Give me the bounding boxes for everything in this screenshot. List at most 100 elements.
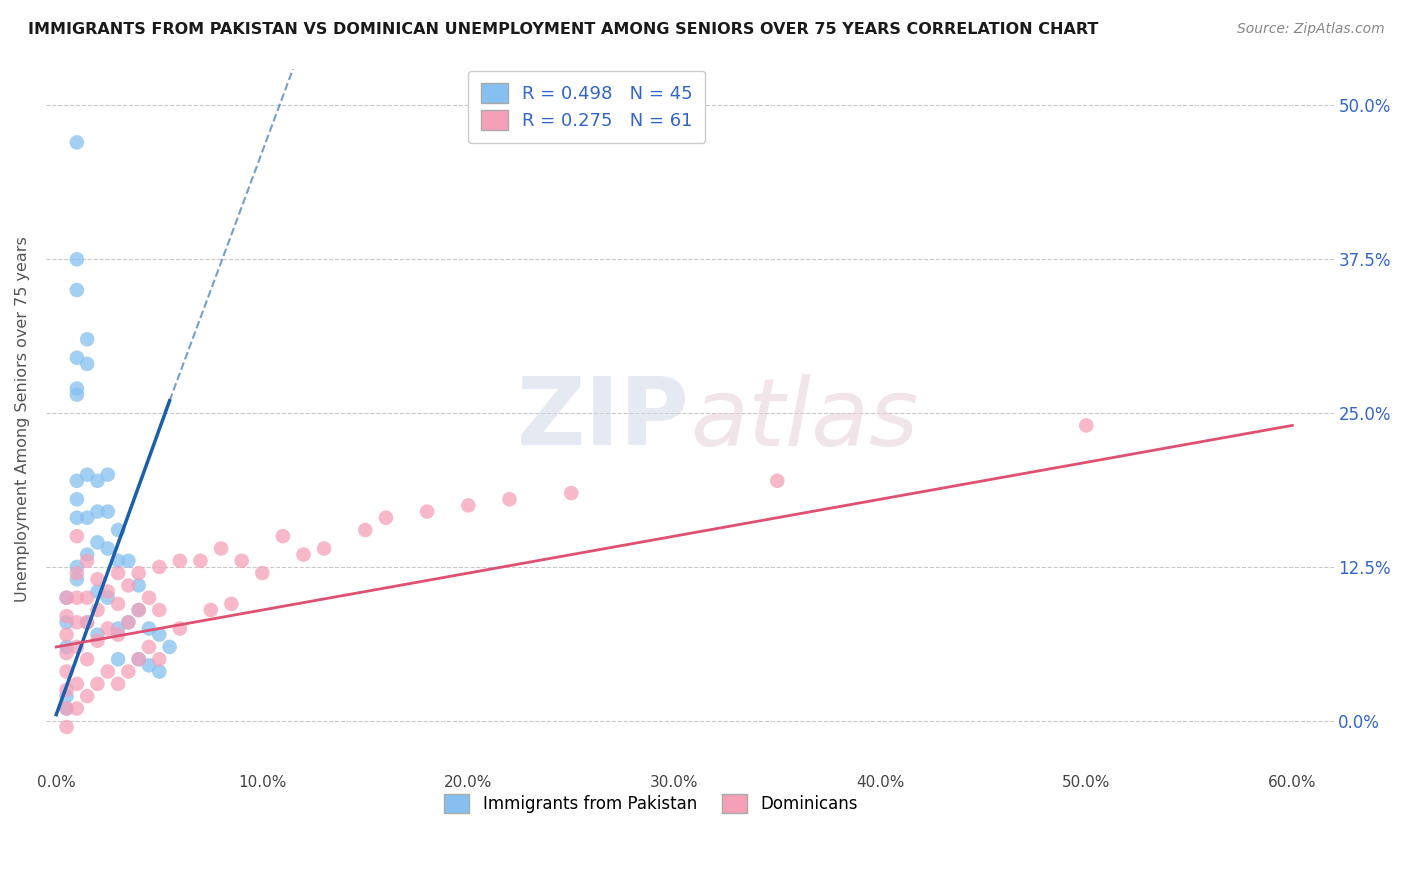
Point	[766, 474, 789, 488]
Point	[148, 560, 170, 574]
Point	[66, 351, 89, 365]
Point	[76, 548, 98, 562]
Point	[66, 615, 89, 630]
Point	[97, 622, 120, 636]
Point	[138, 640, 160, 654]
Point	[117, 554, 139, 568]
Point	[55, 640, 77, 654]
Point	[148, 665, 170, 679]
Point	[66, 474, 89, 488]
Point	[117, 578, 139, 592]
Point	[66, 136, 89, 150]
Point	[1076, 418, 1098, 433]
Legend: Immigrants from Pakistan, Dominicans: Immigrants from Pakistan, Dominicans	[433, 783, 869, 825]
Point	[354, 523, 377, 537]
Point	[76, 467, 98, 482]
Point	[66, 529, 89, 543]
Point	[55, 591, 77, 605]
Text: IMMIGRANTS FROM PAKISTAN VS DOMINICAN UNEMPLOYMENT AMONG SENIORS OVER 75 YEARS C: IMMIGRANTS FROM PAKISTAN VS DOMINICAN UN…	[28, 22, 1098, 37]
Point	[97, 584, 120, 599]
Point	[231, 554, 253, 568]
Point	[117, 615, 139, 630]
Point	[169, 554, 191, 568]
Point	[128, 652, 150, 666]
Point	[169, 622, 191, 636]
Point	[55, 627, 77, 641]
Point	[107, 523, 129, 537]
Point	[312, 541, 335, 556]
Point	[97, 504, 120, 518]
Point	[76, 332, 98, 346]
Point	[55, 615, 77, 630]
Point	[76, 689, 98, 703]
Point	[128, 578, 150, 592]
Point	[117, 665, 139, 679]
Point	[148, 652, 170, 666]
Point	[86, 633, 108, 648]
Point	[55, 689, 77, 703]
Point	[457, 499, 479, 513]
Point	[55, 683, 77, 698]
Point	[76, 652, 98, 666]
Point	[117, 615, 139, 630]
Point	[86, 474, 108, 488]
Point	[221, 597, 243, 611]
Text: Source: ZipAtlas.com: Source: ZipAtlas.com	[1237, 22, 1385, 37]
Point	[66, 591, 89, 605]
Point	[55, 665, 77, 679]
Point	[498, 492, 520, 507]
Point	[86, 677, 108, 691]
Point	[66, 387, 89, 401]
Point	[107, 652, 129, 666]
Point	[190, 554, 212, 568]
Point	[252, 566, 274, 580]
Text: atlas: atlas	[690, 374, 918, 465]
Point	[128, 652, 150, 666]
Point	[107, 622, 129, 636]
Point	[128, 603, 150, 617]
Point	[209, 541, 232, 556]
Point	[86, 603, 108, 617]
Point	[86, 504, 108, 518]
Point	[128, 566, 150, 580]
Point	[138, 591, 160, 605]
Point	[86, 535, 108, 549]
Point	[148, 603, 170, 617]
Point	[76, 510, 98, 524]
Point	[55, 701, 77, 715]
Point	[128, 603, 150, 617]
Point	[148, 627, 170, 641]
Point	[138, 658, 160, 673]
Point	[66, 560, 89, 574]
Point	[66, 640, 89, 654]
Point	[107, 554, 129, 568]
Point	[159, 640, 181, 654]
Point	[66, 566, 89, 580]
Point	[66, 510, 89, 524]
Point	[86, 584, 108, 599]
Point	[76, 357, 98, 371]
Point	[66, 701, 89, 715]
Point	[76, 615, 98, 630]
Point	[416, 504, 439, 518]
Point	[66, 382, 89, 396]
Point	[76, 554, 98, 568]
Point	[107, 566, 129, 580]
Point	[560, 486, 582, 500]
Point	[107, 597, 129, 611]
Point	[55, 646, 77, 660]
Point	[66, 572, 89, 586]
Point	[97, 591, 120, 605]
Point	[374, 510, 396, 524]
Point	[55, 701, 77, 715]
Point	[76, 591, 98, 605]
Point	[55, 609, 77, 624]
Point	[66, 677, 89, 691]
Point	[76, 615, 98, 630]
Point	[271, 529, 294, 543]
Point	[97, 467, 120, 482]
Point	[200, 603, 222, 617]
Y-axis label: Unemployment Among Seniors over 75 years: Unemployment Among Seniors over 75 years	[15, 236, 30, 602]
Point	[66, 283, 89, 297]
Point	[97, 541, 120, 556]
